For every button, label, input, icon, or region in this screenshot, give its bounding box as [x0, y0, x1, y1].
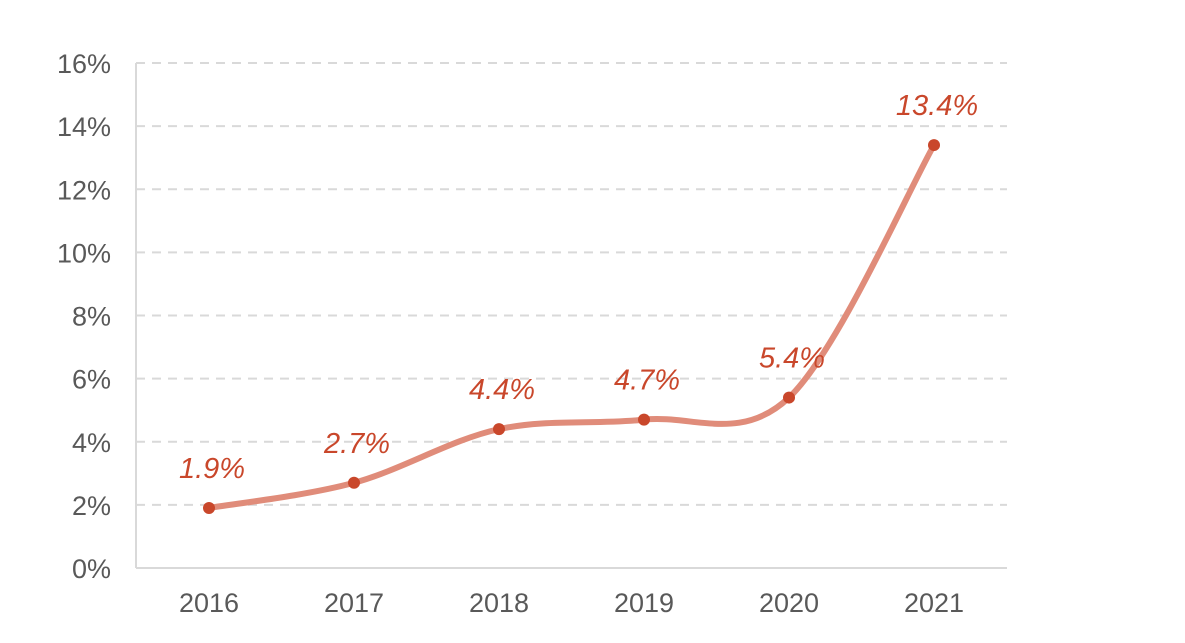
data-label: 13.4%	[896, 90, 978, 122]
data-label: 2.7%	[323, 428, 390, 460]
y-tick-label: 0%	[72, 554, 111, 584]
data-point	[928, 139, 940, 152]
x-tick-label: 2017	[324, 588, 384, 618]
x-tick-label: 2016	[179, 588, 239, 618]
data-point	[348, 476, 360, 489]
y-tick-label: 14%	[57, 112, 111, 142]
data-label: 5.4%	[759, 343, 825, 375]
x-tick-label: 2018	[469, 588, 529, 618]
data-point	[638, 413, 650, 426]
y-tick-label: 16%	[57, 49, 111, 79]
y-tick-label: 4%	[72, 428, 111, 458]
data-point	[783, 391, 795, 404]
y-tick-label: 8%	[72, 302, 111, 332]
y-tick-label: 2%	[72, 491, 111, 521]
data-point	[203, 502, 215, 515]
y-tick-label: 10%	[57, 238, 111, 268]
data-label: 1.9%	[179, 453, 245, 485]
data-label: 4.7%	[614, 365, 680, 397]
data-point	[493, 423, 505, 436]
series-line	[206, 142, 937, 512]
x-tick-label: 2021	[904, 588, 964, 618]
y-tick-label: 12%	[57, 175, 111, 205]
x-tick-label: 2020	[759, 588, 819, 618]
y-tick-label: 6%	[72, 365, 111, 395]
x-tick-label: 2019	[614, 588, 674, 618]
data-label: 4.4%	[469, 374, 535, 406]
